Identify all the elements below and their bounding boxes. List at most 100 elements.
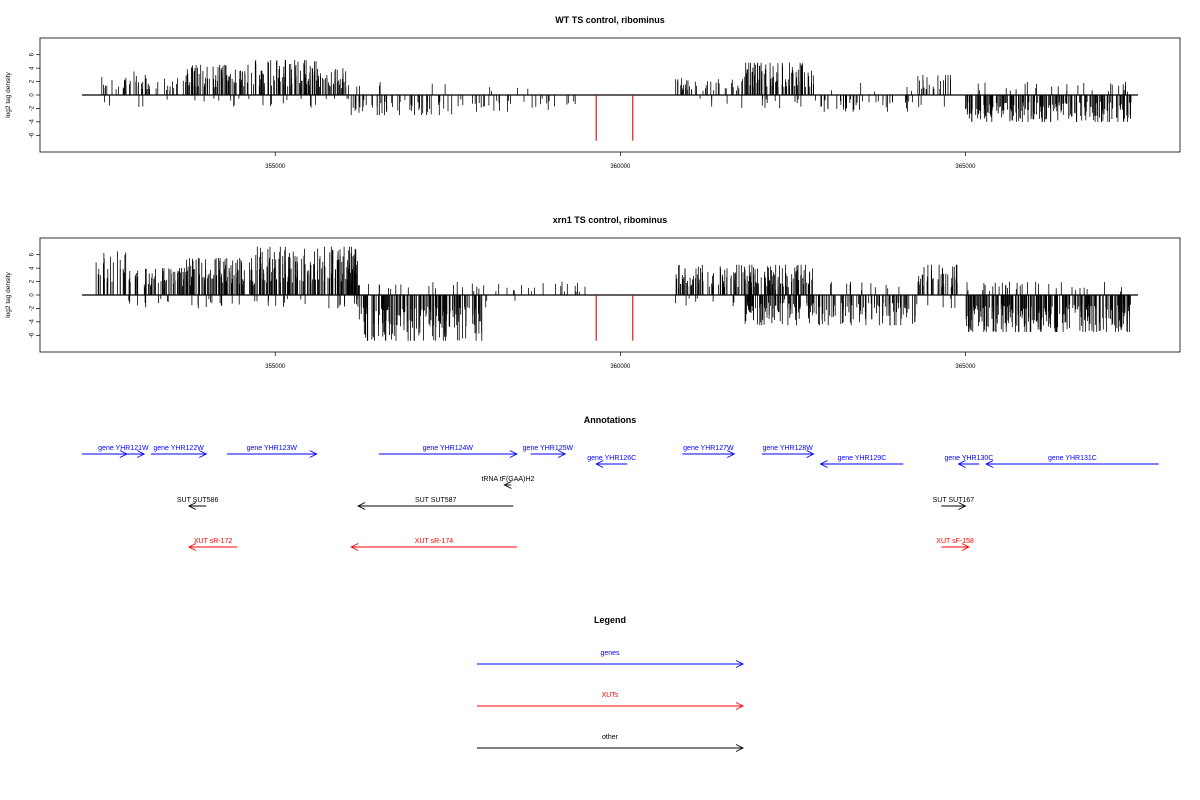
x-tick-label: 365000: [955, 364, 976, 370]
annotation-gene[interactable]: gene YHR122W: [151, 445, 208, 458]
annotation-other[interactable]: tRNA tF(GAA)H2: [481, 476, 534, 489]
wt-track-panel: WT TS control, ribominus log2 tag densit…: [5, 15, 1181, 170]
annotation-label: SUT SUT167: [933, 497, 975, 504]
y-tick-label: -6: [30, 332, 36, 338]
xrn1-y-ticks: -6 -4 -2 0 2 4 6: [30, 252, 40, 338]
y-tick-label: 0: [30, 293, 36, 297]
annotation-arrow-head: [509, 450, 518, 458]
annotation-arrow-head: [819, 460, 828, 468]
annotation-xut[interactable]: XUT sR-174: [350, 538, 517, 551]
annotation-arrow-head: [350, 543, 359, 551]
legend-label: XUTs: [602, 692, 619, 699]
annotation-features: gene YHR121W gene YHR122W gene YHR123W gene…: [82, 445, 1159, 551]
y-tick-label: 4: [30, 66, 36, 70]
legend-arrow-head: [735, 660, 745, 668]
legend-label: other: [602, 734, 619, 741]
annotation-arrow-head: [958, 502, 967, 510]
annotation-label: gene YHR129C: [837, 455, 886, 462]
annotations-title: Annotations: [584, 415, 637, 425]
annotation-arrow-head: [309, 450, 318, 458]
xrn1-panel-title: xrn1 TS control, ribominus: [553, 215, 668, 225]
annotation-arrow-head: [957, 460, 966, 468]
x-tick-label: 360000: [610, 364, 631, 370]
annotation-gene[interactable]: gene YHR130C: [944, 455, 993, 468]
y-tick-label: 0: [30, 93, 36, 97]
annotation-arrow-head: [357, 502, 366, 510]
annotation-other[interactable]: SUT SUT587: [357, 497, 514, 510]
y-tick-label: 6: [30, 252, 36, 256]
annotation-label: gene YHR131C: [1048, 455, 1097, 462]
annotation-label: XUT sR-172: [194, 538, 232, 545]
legend-title: Legend: [594, 615, 626, 625]
x-tick-label: 365000: [955, 164, 976, 170]
annotation-label: gene YHR123W: [247, 445, 298, 452]
annotation-arrow-head: [985, 460, 994, 468]
legend-item: other: [477, 734, 745, 752]
wt-y-axis-label: log2 tag density: [5, 71, 12, 117]
annotation-label: gene YHR126C: [587, 455, 636, 462]
annotation-gene[interactable]: gene YHR128W: [761, 445, 815, 458]
annotation-gene[interactable]: gene YHR125W: [523, 445, 574, 458]
annotation-other[interactable]: SUT SUT586: [177, 497, 219, 510]
y-tick-label: -4: [30, 119, 36, 125]
wt-x-ticks: 355000 360000 365000: [265, 152, 976, 170]
annotation-arrow-head: [187, 543, 197, 551]
annotation-arrow-head: [503, 481, 512, 489]
annotation-label: XUT sR-174: [415, 538, 453, 545]
y-tick-label: -6: [30, 132, 36, 138]
annotation-label: gene YHR122W: [153, 445, 204, 452]
wt-bars: [82, 60, 1138, 141]
annotation-arrow-head: [961, 543, 970, 551]
annotation-other[interactable]: SUT SUT167: [933, 497, 975, 510]
annotation-label: gene YHR121W: [98, 445, 149, 452]
y-tick-label: 4: [30, 266, 36, 270]
annotation-label: gene YHR124W: [423, 445, 474, 452]
annotation-label: gene YHR125W: [523, 445, 574, 452]
legend-items: genes XUTs other: [477, 650, 745, 752]
y-tick-label: 2: [30, 279, 36, 283]
legend-panel: Legend genes XUTs other: [477, 615, 745, 752]
annotation-gene[interactable]: gene YHR121W: [98, 445, 149, 458]
annotation-gene[interactable]: gene YHR129C: [819, 455, 904, 468]
legend-arrow-head: [735, 702, 745, 710]
xrn1-bars: [82, 246, 1138, 341]
annotation-xut[interactable]: XUT sF-158: [936, 538, 974, 551]
annotation-arrow-head: [136, 450, 146, 458]
y-tick-label: -4: [30, 319, 36, 325]
annotation-arrow-head: [557, 450, 567, 458]
annotation-arrow-head: [806, 450, 815, 458]
annotation-gene[interactable]: gene YHR124W: [378, 445, 518, 458]
annotation-label: XUT sF-158: [936, 538, 974, 545]
legend-label: genes: [600, 650, 620, 657]
annotation-gene[interactable]: gene YHR127W: [682, 445, 736, 458]
legend-item: genes: [477, 650, 745, 668]
xrn1-x-ticks: 355000 360000 365000: [265, 352, 976, 370]
y-tick-label: -2: [30, 305, 36, 311]
y-tick-label: 6: [30, 52, 36, 56]
annotation-label: SUT SUT586: [177, 497, 219, 504]
annotation-label: gene YHR128W: [762, 445, 813, 452]
legend-item: XUTs: [477, 692, 745, 710]
annotation-xut[interactable]: XUT sR-172: [187, 538, 238, 551]
xrn1-y-axis-label: log2 tag density: [5, 271, 12, 317]
y-tick-label: 2: [30, 79, 36, 83]
annotations-panel: Annotations gene YHR121W gene YHR122W gene…: [82, 415, 1159, 551]
xrn1-track-panel: xrn1 TS control, ribominus log2 tag dens…: [5, 215, 1181, 370]
annotation-arrow-head: [199, 450, 208, 458]
annotation-arrow-head: [595, 460, 604, 468]
annotation-gene[interactable]: gene YHR131C: [985, 455, 1159, 468]
wt-panel-title: WT TS control, ribominus: [555, 15, 665, 25]
x-tick-label: 355000: [265, 364, 286, 370]
wt-y-ticks: -6 -4 -2 0 2 4 6: [30, 52, 40, 138]
annotation-gene[interactable]: gene YHR123W: [226, 445, 318, 458]
legend-arrow-head: [735, 744, 745, 752]
annotation-label: gene YHR127W: [683, 445, 734, 452]
annotation-arrow-head: [187, 502, 197, 510]
annotation-label: gene YHR130C: [944, 455, 993, 462]
annotation-label: tRNA tF(GAA)H2: [481, 476, 534, 483]
y-tick-label: -2: [30, 105, 36, 111]
annotation-gene[interactable]: gene YHR126C: [587, 455, 636, 468]
annotation-arrow-head: [727, 450, 736, 458]
x-tick-label: 360000: [610, 164, 631, 170]
